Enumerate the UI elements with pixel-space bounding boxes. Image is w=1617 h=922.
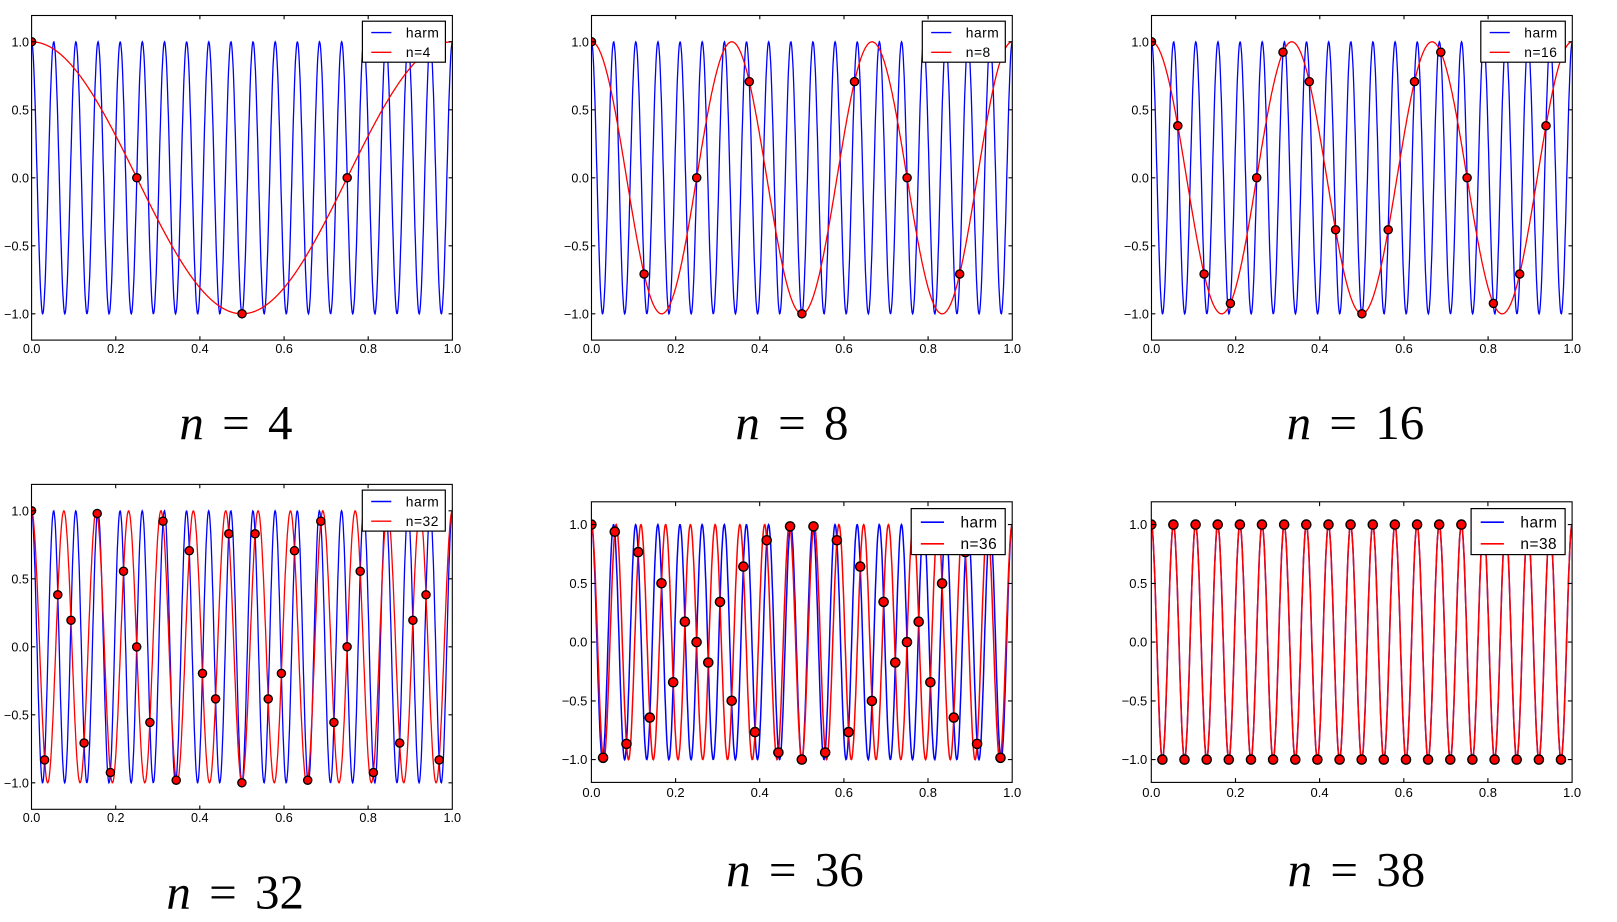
svg-text:0.4: 0.4 xyxy=(751,342,769,356)
svg-text:1.0: 1.0 xyxy=(1131,35,1149,49)
svg-text:1.0: 1.0 xyxy=(1003,785,1021,800)
svg-text:0.6: 0.6 xyxy=(275,342,293,356)
svg-text:1.0: 1.0 xyxy=(571,35,589,49)
svg-text:n = 32: n = 32 xyxy=(166,864,304,919)
svg-text:0.6: 0.6 xyxy=(1395,785,1413,800)
svg-text:0.0: 0.0 xyxy=(582,785,600,800)
svg-text:−1.0: −1.0 xyxy=(4,776,29,790)
svg-text:n = 8: n = 8 xyxy=(735,395,848,450)
svg-text:0.0: 0.0 xyxy=(583,342,601,356)
svg-text:0.5: 0.5 xyxy=(1131,103,1149,117)
svg-text:harm: harm xyxy=(961,514,998,531)
svg-text:harm: harm xyxy=(406,494,439,509)
svg-text:harm: harm xyxy=(1520,514,1557,531)
svg-text:0.0: 0.0 xyxy=(23,342,41,356)
svg-text:0.2: 0.2 xyxy=(1226,785,1244,800)
svg-text:0.2: 0.2 xyxy=(667,342,685,356)
svg-text:1.0: 1.0 xyxy=(444,811,462,825)
svg-text:n=16: n=16 xyxy=(1524,45,1557,60)
svg-text:1.0: 1.0 xyxy=(11,504,29,518)
svg-text:0.6: 0.6 xyxy=(835,785,853,800)
svg-text:0.0: 0.0 xyxy=(569,635,587,650)
svg-text:1.0: 1.0 xyxy=(1564,342,1582,356)
svg-text:0.0: 0.0 xyxy=(1131,171,1149,185)
svg-text:−0.5: −0.5 xyxy=(562,693,588,708)
svg-text:0.2: 0.2 xyxy=(107,811,125,825)
svg-text:0.6: 0.6 xyxy=(835,342,853,356)
svg-text:−0.5: −0.5 xyxy=(1124,239,1149,253)
svg-text:−1.0: −1.0 xyxy=(1124,307,1149,321)
svg-text:0.2: 0.2 xyxy=(1227,342,1245,356)
svg-text:1.0: 1.0 xyxy=(1563,785,1581,800)
svg-text:0.5: 0.5 xyxy=(571,103,589,117)
svg-text:n=4: n=4 xyxy=(406,45,431,60)
svg-text:0.0: 0.0 xyxy=(1129,635,1147,650)
svg-text:0.6: 0.6 xyxy=(1395,342,1413,356)
svg-text:−1.0: −1.0 xyxy=(562,752,588,767)
svg-text:0.0: 0.0 xyxy=(1143,342,1161,356)
svg-text:n=32: n=32 xyxy=(406,514,439,529)
svg-text:harm: harm xyxy=(966,25,999,40)
svg-text:−1.0: −1.0 xyxy=(1122,752,1148,767)
svg-text:0.5: 0.5 xyxy=(1129,576,1147,591)
svg-text:0.5: 0.5 xyxy=(11,572,29,586)
svg-text:0.2: 0.2 xyxy=(667,785,685,800)
svg-text:1.0: 1.0 xyxy=(1129,517,1147,532)
svg-text:0.4: 0.4 xyxy=(1311,785,1329,800)
svg-text:0.0: 0.0 xyxy=(1142,785,1160,800)
svg-text:1.0: 1.0 xyxy=(11,35,29,49)
svg-text:n=8: n=8 xyxy=(966,45,991,60)
svg-text:0.8: 0.8 xyxy=(359,811,377,825)
svg-text:harm: harm xyxy=(406,25,439,40)
svg-text:n = 36: n = 36 xyxy=(726,842,864,897)
svg-text:1.0: 1.0 xyxy=(444,342,462,356)
svg-text:−0.5: −0.5 xyxy=(1122,693,1148,708)
svg-text:0.5: 0.5 xyxy=(11,103,29,117)
svg-text:0.0: 0.0 xyxy=(23,811,41,825)
svg-text:n=38: n=38 xyxy=(1520,536,1557,553)
svg-text:harm: harm xyxy=(1524,25,1557,40)
svg-text:0.8: 0.8 xyxy=(1479,785,1497,800)
svg-text:−0.5: −0.5 xyxy=(564,239,589,253)
svg-text:n = 38: n = 38 xyxy=(1288,842,1426,897)
svg-text:0.8: 0.8 xyxy=(919,342,937,356)
svg-text:0.8: 0.8 xyxy=(359,342,377,356)
svg-text:n = 16: n = 16 xyxy=(1287,395,1425,450)
svg-text:0.8: 0.8 xyxy=(1479,342,1497,356)
svg-text:0.0: 0.0 xyxy=(11,640,29,654)
svg-text:0.6: 0.6 xyxy=(275,811,293,825)
svg-text:0.0: 0.0 xyxy=(571,171,589,185)
svg-text:0.4: 0.4 xyxy=(191,342,209,356)
svg-text:−1.0: −1.0 xyxy=(4,307,29,321)
svg-text:0.4: 0.4 xyxy=(751,785,769,800)
svg-text:1.0: 1.0 xyxy=(569,517,587,532)
svg-text:1.0: 1.0 xyxy=(1004,342,1022,356)
svg-text:−0.5: −0.5 xyxy=(4,239,29,253)
svg-text:0.2: 0.2 xyxy=(107,342,125,356)
svg-text:n=36: n=36 xyxy=(961,536,998,553)
svg-text:0.4: 0.4 xyxy=(1311,342,1329,356)
svg-text:0.0: 0.0 xyxy=(11,171,29,185)
svg-text:−1.0: −1.0 xyxy=(564,307,589,321)
svg-text:0.8: 0.8 xyxy=(919,785,937,800)
svg-text:0.5: 0.5 xyxy=(569,576,587,591)
svg-text:0.4: 0.4 xyxy=(191,811,209,825)
svg-text:−0.5: −0.5 xyxy=(4,708,29,722)
svg-text:n = 4: n = 4 xyxy=(179,395,292,450)
